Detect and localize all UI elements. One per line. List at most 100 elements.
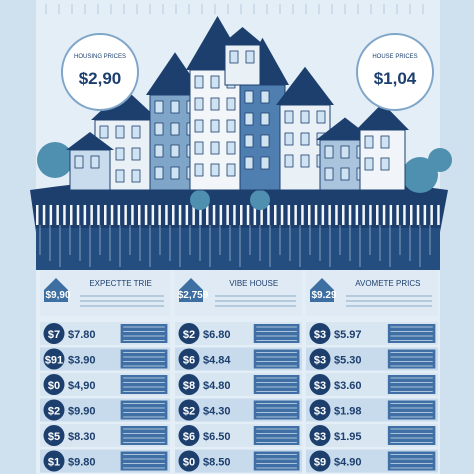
fence-post	[63, 205, 66, 225]
row-circle	[43, 399, 65, 421]
window	[115, 147, 125, 161]
row-price: $6.80	[203, 329, 231, 341]
fence-post	[376, 205, 379, 225]
window	[154, 122, 164, 136]
row-price: $4.90	[334, 457, 362, 469]
fence-post	[97, 205, 100, 225]
fence-post	[410, 205, 413, 225]
row-price: $6.50	[203, 431, 231, 443]
row-circle-text: $3	[314, 431, 326, 443]
row-circle	[309, 399, 331, 421]
bubble-price: $1,04	[374, 69, 417, 88]
row-price: $4.80	[203, 380, 231, 392]
window	[244, 112, 254, 126]
roof	[356, 103, 409, 130]
roof	[91, 88, 159, 120]
row-circle	[43, 425, 65, 446]
fence-post	[348, 205, 352, 225]
row-price: $8.50	[203, 457, 231, 469]
illustration	[30, 4, 452, 270]
tree	[190, 190, 210, 210]
window	[340, 167, 350, 181]
window	[260, 134, 270, 148]
row-stripe-box	[120, 400, 168, 420]
bubble-caption: HOUSING PRICES	[74, 54, 126, 60]
window	[226, 97, 236, 111]
row-stripe-box	[120, 349, 168, 369]
window	[154, 144, 164, 158]
fence-post	[185, 205, 189, 225]
window	[90, 155, 100, 169]
row-price: $4.84	[203, 355, 231, 367]
row-circle-text: $5	[48, 431, 60, 443]
tree	[37, 142, 73, 178]
house-icon	[44, 278, 68, 302]
row-stripe-box	[387, 400, 436, 420]
row-circle-text: $2	[48, 406, 60, 418]
fence-post	[131, 205, 134, 225]
window	[194, 75, 204, 89]
row-circle	[43, 348, 65, 370]
row-price: $1.95	[334, 431, 362, 443]
fence-post	[328, 205, 331, 225]
column-title: VIBE HOUSE	[229, 279, 278, 288]
row-circle-text: $91	[45, 355, 63, 367]
fence-post	[117, 205, 121, 225]
row-circle-text: $1	[48, 457, 60, 469]
window	[244, 90, 254, 104]
fence-post	[76, 205, 80, 225]
row-price: $9.80	[68, 457, 96, 469]
row-stripe-box	[387, 451, 436, 471]
window	[226, 141, 236, 155]
row-circle-text: $3	[314, 329, 326, 341]
window	[340, 145, 350, 159]
row-circle	[309, 323, 331, 344]
window	[194, 141, 204, 155]
row-stripe-box	[387, 324, 436, 343]
row-circle	[178, 450, 200, 472]
window	[131, 169, 141, 183]
window	[244, 134, 254, 148]
fence-post	[280, 205, 284, 225]
fence-post	[369, 205, 372, 225]
window	[260, 156, 270, 170]
fence-post	[151, 205, 155, 225]
window	[115, 125, 125, 139]
fence-post	[36, 205, 39, 225]
window	[300, 132, 310, 146]
fence-post	[138, 205, 141, 225]
window	[154, 100, 164, 114]
content: HOUSING PRICES $2,90 HOUSE PRICES $1,04 $9,9…	[40, 33, 438, 473]
tree	[250, 190, 270, 210]
fence-post	[342, 205, 345, 225]
roof	[221, 27, 264, 45]
row-stripe-box	[253, 400, 300, 420]
fence-post	[301, 205, 304, 225]
row-stripe-box	[387, 426, 436, 445]
row-circle	[309, 374, 331, 395]
window	[364, 157, 374, 171]
row-circle-text: $6	[183, 355, 195, 367]
fence-post	[70, 205, 73, 225]
fence-post	[274, 205, 277, 225]
dark-band	[36, 228, 440, 270]
window	[244, 156, 254, 170]
row-stripe-box	[387, 375, 436, 394]
fence-post	[226, 205, 229, 225]
fence-post	[178, 205, 182, 225]
row-stripe-box	[253, 426, 300, 445]
row-stripe-box	[120, 324, 168, 343]
row-circle	[178, 374, 200, 395]
window	[380, 157, 390, 171]
fence-post	[308, 205, 311, 225]
tree	[402, 157, 438, 193]
row-price: $5.97	[334, 329, 362, 341]
window	[260, 112, 270, 126]
fence-post	[335, 205, 338, 225]
row-stripe-box	[253, 349, 300, 369]
row-price: $7.80	[68, 329, 96, 341]
window	[324, 167, 334, 181]
fence-post	[294, 205, 297, 225]
fence-post	[49, 205, 53, 225]
